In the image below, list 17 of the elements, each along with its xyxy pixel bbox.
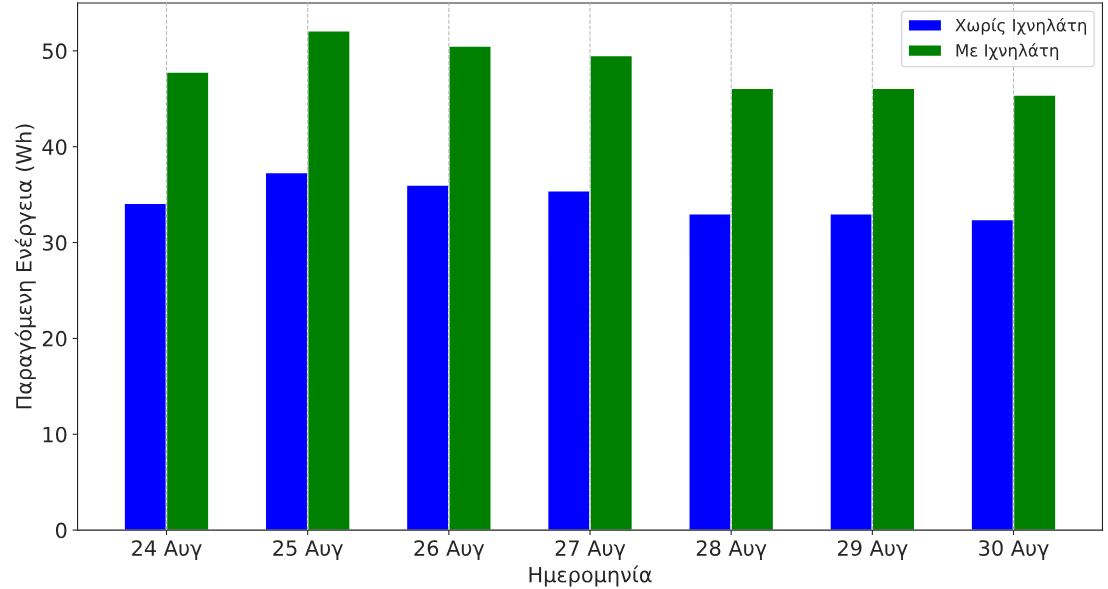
y-tick-label: 10 — [43, 426, 67, 443]
x-tick-label: 29 Αυγ — [837, 540, 908, 560]
y-tick-label: 40 — [42, 139, 67, 155]
y-tick-label: 20 — [42, 330, 67, 347]
legend-label: Χωρίς Ιχνηλάτη — [955, 17, 1087, 35]
y-tick-label: 30 — [42, 235, 67, 251]
legend-label: Με Ιχνηλάτη — [956, 43, 1059, 60]
x-tick-label: 28 Αυγ — [696, 540, 767, 560]
y-tick-label: 50 — [42, 43, 67, 60]
x-axis-title: Ημερομηνία — [529, 565, 652, 587]
x-tick-label: 30 Αυγ — [979, 540, 1049, 560]
y-tick-label: 0 — [55, 522, 67, 539]
x-tick-label: 25 Αυγ — [273, 540, 343, 560]
x-tick-label: 27 Αυγ — [555, 540, 626, 560]
x-tick-label: 24 Αυγ — [132, 540, 202, 560]
x-tick-label: 26 Αυγ — [414, 540, 485, 560]
y-axis-title: Παραγόμενη Ενέργεια (Wh) — [14, 124, 36, 409]
